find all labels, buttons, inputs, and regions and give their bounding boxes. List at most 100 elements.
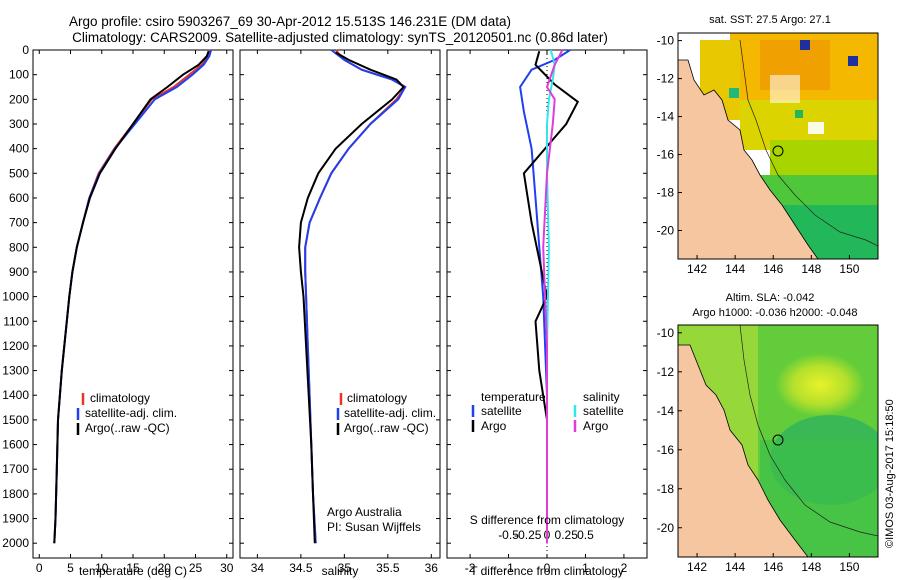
map-x-tick-label: 146 [763, 262, 783, 276]
y-tick-label: 0 [22, 43, 29, 57]
sla-map [678, 325, 878, 557]
y-tick-label: 700 [9, 216, 29, 230]
map-x-tick-label: 142 [687, 560, 707, 574]
map-x-tick-label: 146 [763, 560, 783, 574]
map-y-tick-label: -10 [657, 34, 675, 48]
x-tick-label: 5 [67, 561, 74, 575]
x-tick-label: 36 [425, 561, 439, 575]
legend-label-satellite: satellite-adj. clim. [344, 406, 436, 420]
series-line [298, 51, 405, 544]
x-tick-label: 0 [544, 561, 551, 575]
x-tick-label: 34.5 [289, 561, 313, 575]
legend-label-sal-satellite: satellite [583, 404, 624, 418]
x-tick-label: 20 [158, 561, 172, 575]
legend-label-temp-satellite: satellite [481, 404, 522, 418]
sst-map [678, 33, 878, 259]
x-tick-label: 30 [220, 561, 234, 575]
s-difference-label: S difference from climatology [470, 513, 625, 527]
credits-line-2: PI: Susan Wijffels [327, 520, 421, 534]
y-tick-label: 1000 [2, 290, 29, 304]
x2-tick-label: -0.5 [498, 528, 519, 542]
legend-label-argo: Argo(..raw -QC) [85, 421, 170, 435]
sla-map-title-1: Altim. SLA: -0.042 [726, 292, 815, 304]
y-tick-label: 1500 [2, 413, 29, 427]
y-tick-label: 800 [9, 240, 29, 254]
x-tick-label: -2 [465, 561, 476, 575]
title-line-1: Argo profile: csiro 5903267_69 30-Apr-20… [69, 14, 511, 29]
series-line [304, 49, 407, 544]
salinity-xlabel: salinity [322, 564, 359, 578]
y-tick-label: 1100 [3, 314, 29, 328]
map-y-tick-label: -12 [657, 72, 675, 86]
y-tick-label: 1600 [2, 438, 29, 452]
legend-label-sal-argo: Argo [583, 419, 609, 433]
y-tick-label: 500 [9, 166, 29, 180]
map-x-tick-label: 144 [725, 560, 745, 574]
y-tick-label: 1800 [2, 487, 29, 501]
title-line-2: Climatology: CARS2009. Satellite-adjuste… [72, 30, 608, 45]
y-tick-label: 300 [9, 117, 29, 131]
series-line [53, 50, 210, 544]
map-x-tick-label: 142 [687, 262, 707, 276]
x-tick-label: 35.5 [376, 561, 400, 575]
x-tick-label: 35 [338, 561, 352, 575]
map-x-tick-label: 150 [839, 262, 859, 276]
y-tick-label: 1200 [2, 339, 29, 353]
legend-header-temperature: temperature [481, 390, 546, 404]
salinity-legend: climatology satellite-adj. clim. Argo(..… [336, 391, 436, 435]
map-y-tick-label: -12 [657, 365, 675, 379]
y-tick-label: 400 [9, 142, 29, 156]
profile-lines [53, 49, 580, 544]
y-tick-label: 2000 [2, 536, 29, 550]
map-x-tick-label: 148 [801, 262, 821, 276]
y-tick-label: 200 [9, 92, 29, 106]
footer-timestamp: ©IMOS 03-Aug-2017 15:18:50 [884, 399, 896, 548]
sst-argo-marker [772, 145, 784, 157]
temperature-xlabel: temperature (deg C) [79, 564, 187, 578]
legend-label-satellite: satellite-adj. clim. [85, 406, 177, 420]
x-tick-label: 1 [582, 561, 589, 575]
sst-map-axes: 142 144 146 148 150 -10 -12 -14 -16 -18 -20 [657, 34, 860, 276]
map-y-tick-label: -16 [657, 443, 675, 457]
sla-argo-marker [772, 434, 784, 446]
x-tick-label: 10 [95, 561, 109, 575]
map-y-tick-label: -14 [657, 404, 675, 418]
legend-label-argo: Argo(..raw -QC) [344, 421, 429, 435]
legend-label-climatology: climatology [90, 391, 150, 405]
y-tick-label: 1900 [2, 512, 29, 526]
map-y-tick-label: -18 [657, 186, 675, 200]
temperature-legend: climatology satellite-adj. clim. Argo(..… [76, 391, 177, 435]
axes-ticks: 0 5 10 15 20 25 300100200300400500600700800900… [2, 43, 647, 575]
x-tick-label: 0 [36, 561, 43, 575]
y-tick-label: 100 [9, 68, 29, 82]
y-tick-label: 1400 [2, 388, 29, 402]
sla-map-title-2: Argo h1000: -0.036 h2000: -0.048 [692, 307, 857, 319]
map-x-tick-label: 150 [839, 560, 859, 574]
x2-tick-label: 0.5 [577, 528, 594, 542]
map-x-tick-label: 144 [725, 262, 745, 276]
map-y-tick-label: -10 [657, 326, 675, 340]
x2-tick-label: 0.25 [555, 528, 579, 542]
x-tick-label: 15 [126, 561, 140, 575]
y-tick-label: 1700 [2, 462, 29, 476]
series-line [304, 49, 407, 544]
y-tick-label: 600 [9, 191, 29, 205]
sst-map-land [678, 59, 819, 259]
series-line [522, 50, 580, 544]
x2-tick-label: -0.25 [514, 528, 542, 542]
map-y-tick-label: -20 [657, 521, 675, 535]
map-y-tick-label: -14 [657, 110, 675, 124]
difference-xlabel: T difference from climatology [470, 564, 624, 578]
map-y-tick-label: -18 [657, 482, 675, 496]
x-tick-label: 2 [621, 561, 628, 575]
legend-label-climatology: climatology [347, 391, 407, 405]
x-tick-label: 25 [189, 561, 203, 575]
series-line [542, 49, 564, 544]
sla-map-land [678, 344, 809, 557]
difference-legend: temperature salinity satellite Argo sate… [471, 390, 624, 433]
y-tick-label: 900 [9, 265, 29, 279]
salinity-panel [239, 49, 441, 559]
legend-header-salinity: salinity [583, 390, 620, 404]
map-y-tick-label: -20 [657, 224, 675, 238]
